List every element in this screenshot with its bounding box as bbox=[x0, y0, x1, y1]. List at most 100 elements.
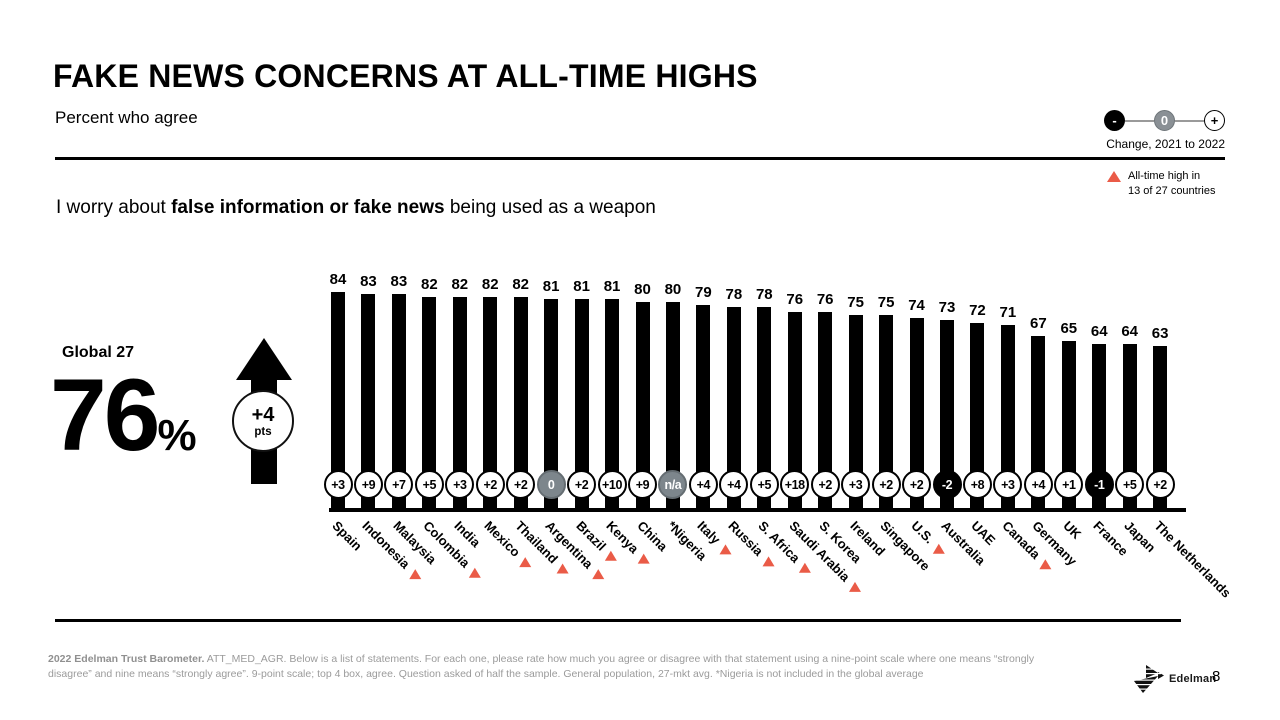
bar-value-saudi-arabia: 76 bbox=[786, 291, 804, 309]
change-badge-kenya: +10 bbox=[597, 470, 627, 499]
change-legend-caption: Change, 2021 to 2022 bbox=[1106, 137, 1225, 151]
bar-value-singapore: 75 bbox=[877, 294, 895, 311]
chart-bottom-divider bbox=[55, 619, 1181, 622]
legend-connector bbox=[1175, 119, 1204, 122]
global-change-badge: +4 pts bbox=[232, 390, 294, 452]
bar-value-argentina: 81 bbox=[542, 278, 560, 296]
bar-france bbox=[1092, 343, 1107, 510]
change-badge-spain: +3 bbox=[323, 470, 353, 499]
change-badge-italy: +4 bbox=[688, 470, 718, 499]
change-badge-colombia: +5 bbox=[414, 470, 444, 499]
all-time-high-triangle-icon bbox=[848, 581, 861, 592]
bar-italy bbox=[696, 304, 711, 510]
bar-mexico bbox=[483, 296, 498, 510]
country-label-uk: UK bbox=[1060, 518, 1085, 542]
bar-value-australia: 73 bbox=[938, 299, 956, 317]
all-time-high-triangle-icon bbox=[799, 562, 812, 573]
bar-spain bbox=[331, 291, 345, 510]
bar-value-russia: 78 bbox=[725, 286, 743, 304]
bar-the-netherlands bbox=[1153, 346, 1168, 510]
bar-value-germany: 67 bbox=[1030, 314, 1047, 332]
bar-nigeria bbox=[665, 302, 680, 510]
bar-value-uk: 65 bbox=[1060, 320, 1078, 337]
bar-value-s-korea: 76 bbox=[816, 291, 834, 309]
bar-australia bbox=[940, 320, 954, 510]
bar-value-india: 82 bbox=[451, 275, 469, 293]
all-time-high-triangle-icon bbox=[604, 551, 617, 562]
bar-value-indonesia: 83 bbox=[360, 273, 377, 291]
bar-uk bbox=[1061, 341, 1076, 510]
bar-singapore bbox=[879, 315, 894, 510]
positive-change-icon: + bbox=[1204, 110, 1225, 131]
bar-value-the-netherlands: 63 bbox=[1151, 325, 1169, 343]
bar-ireland bbox=[848, 315, 863, 510]
change-badge-indonesia: +9 bbox=[353, 470, 383, 499]
change-badge-singapore: +2 bbox=[871, 470, 901, 499]
all-time-high-legend: All-time high in 13 of 27 countries bbox=[1107, 169, 1215, 199]
bar-brazil bbox=[574, 299, 589, 510]
change-badge-u-s: +2 bbox=[902, 470, 932, 499]
bar-value-france: 64 bbox=[1090, 322, 1108, 340]
change-badge-japan: +5 bbox=[1115, 470, 1145, 499]
bar-russia bbox=[726, 307, 741, 510]
all-time-high-triangle-icon bbox=[932, 543, 945, 554]
bar-value-colombia: 82 bbox=[421, 275, 438, 293]
bar-value-mexico: 82 bbox=[481, 275, 499, 293]
bar-u-s bbox=[909, 317, 924, 510]
bar-value-u-s: 74 bbox=[908, 296, 925, 314]
change-badge-germany: +4 bbox=[1023, 470, 1053, 499]
bar-value-brazil: 81 bbox=[573, 278, 590, 296]
footnote: 2022 Edelman Trust Barometer. ATT_MED_AG… bbox=[48, 653, 1035, 680]
change-badge-india: +3 bbox=[445, 470, 475, 499]
change-badge-nigeria: n/a bbox=[658, 470, 688, 499]
brand-logo: Edelman bbox=[1133, 664, 1216, 694]
all-time-high-triangle-icon bbox=[719, 544, 732, 555]
bar-s-africa bbox=[757, 307, 772, 510]
bar-value-spain: 84 bbox=[329, 270, 347, 288]
global-value: 76% bbox=[50, 358, 197, 472]
bar-colombia bbox=[422, 296, 437, 510]
country-label-spain: Spain bbox=[329, 518, 366, 554]
change-badge-s-africa: +5 bbox=[749, 470, 779, 499]
bar-china bbox=[635, 302, 650, 510]
change-badge-uk: +1 bbox=[1054, 470, 1084, 499]
change-badge-mexico: +2 bbox=[475, 470, 505, 499]
legend-connector bbox=[1125, 119, 1154, 122]
bar-argentina bbox=[544, 299, 559, 510]
change-badge-s-korea: +2 bbox=[810, 470, 840, 499]
change-badge-ireland: +3 bbox=[841, 470, 871, 499]
change-badge-france: -1 bbox=[1084, 470, 1114, 499]
bar-thailand bbox=[513, 296, 528, 510]
change-badge-brazil: +2 bbox=[567, 470, 597, 499]
all-time-high-triangle-icon bbox=[1107, 171, 1121, 182]
change-badge-china: +9 bbox=[628, 470, 657, 499]
all-time-high-triangle-icon bbox=[762, 556, 775, 567]
percent-sign: % bbox=[157, 411, 197, 460]
page-number: 8 bbox=[1212, 668, 1221, 685]
change-scale-legend: - 0 + bbox=[1104, 110, 1225, 131]
bar-value-uae: 72 bbox=[969, 301, 986, 319]
country-label-the-netherlands: The Netherlands bbox=[1151, 518, 1235, 601]
change-badge-australia: -2 bbox=[932, 470, 962, 499]
bar-value-ireland: 75 bbox=[847, 294, 864, 311]
all-time-high-triangle-icon bbox=[592, 568, 605, 579]
bar-canada bbox=[1000, 325, 1015, 510]
bar-value-nigeria: 80 bbox=[664, 281, 682, 298]
bar-japan bbox=[1122, 343, 1137, 510]
change-badge-canada: +3 bbox=[993, 470, 1023, 499]
chart-baseline bbox=[329, 508, 1186, 512]
bar-malaysia bbox=[391, 294, 406, 510]
change-badge-russia: +4 bbox=[719, 470, 749, 499]
all-time-high-triangle-icon bbox=[1039, 559, 1052, 570]
bar-germany bbox=[1031, 335, 1046, 510]
subtitle: Percent who agree bbox=[55, 108, 198, 127]
all-time-high-triangle-icon bbox=[409, 568, 422, 579]
bar-value-thailand: 82 bbox=[512, 275, 530, 293]
change-badge-uae: +8 bbox=[962, 470, 992, 499]
bar-value-china: 80 bbox=[634, 281, 651, 298]
bar-india bbox=[452, 296, 467, 510]
bar-value-canada: 71 bbox=[999, 304, 1017, 322]
change-badge-argentina: 0 bbox=[536, 470, 566, 499]
bar-s-korea bbox=[818, 312, 833, 510]
